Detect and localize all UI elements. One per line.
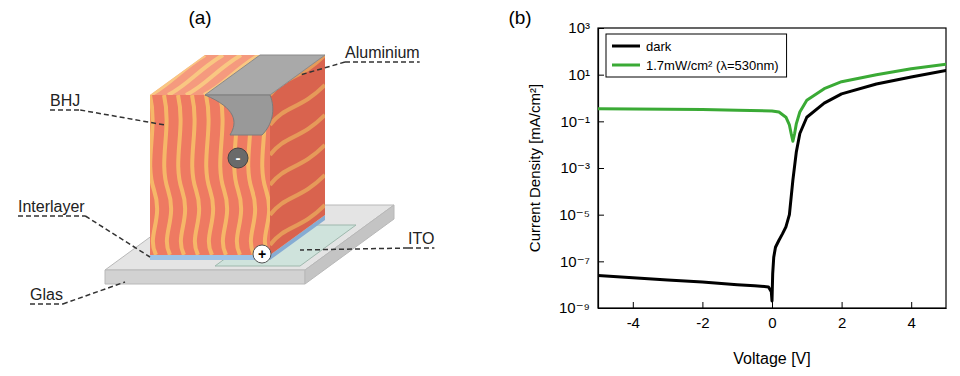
part-label: BHJ (50, 92, 80, 109)
part-label: ITO (408, 230, 434, 247)
charge-circle (228, 148, 248, 168)
x-axis-title: Voltage [V] (733, 350, 810, 367)
y-tick: 10³ (568, 19, 604, 36)
interlayer (150, 255, 270, 260)
x-tick-label: 4 (908, 314, 916, 331)
y-tick: 10⁻³ (560, 159, 604, 176)
y-tick: 10⁻⁵ (559, 206, 604, 223)
y-tick-mark (598, 308, 604, 309)
legend-swatch (612, 45, 640, 48)
bhj-domain (192, 95, 199, 255)
bhj-domain (270, 205, 325, 245)
glass-front (105, 270, 305, 284)
charge-symbol: + (258, 246, 266, 262)
x-tick-mark (842, 302, 843, 308)
x-tick-label: 0 (768, 314, 776, 331)
y-tick: 10⁻⁹ (559, 299, 604, 316)
legend: dark 1.7mW/cm² (λ=530nm) (606, 34, 787, 77)
leader-line (50, 110, 165, 125)
y-tick-label: 10⁻¹ (560, 113, 590, 130)
legend-box (606, 34, 787, 77)
x-tick-label: -4 (627, 314, 640, 331)
panel-label: (b) (508, 7, 531, 28)
part-label: Glas (30, 286, 63, 303)
y-tick-mark (598, 28, 604, 29)
y-tick-label: 10¹ (568, 66, 590, 83)
y-tick-label: 10⁻⁹ (559, 299, 590, 316)
bhj-domain (178, 95, 185, 255)
y-tick-label: 10³ (568, 19, 590, 36)
aluminium-flap (205, 95, 273, 135)
bhj-domain (206, 95, 213, 255)
x-tick: -2 (696, 302, 709, 331)
y-axis: 10⁻⁹ 10⁻⁷ 10⁻⁵ 10⁻³ 10⁻¹ 10¹ 10³ (559, 19, 604, 316)
x-axis-line (599, 308, 947, 309)
y-tick-label: 10⁻⁷ (560, 253, 590, 270)
legend-label: 1.7mW/cm² (λ=530nm) (646, 58, 779, 73)
part-label: Interlayer (18, 198, 85, 215)
bhj-domain (150, 95, 157, 255)
bhj-domain (270, 115, 325, 155)
charge-symbol: - (236, 149, 241, 166)
panel-b: (b) -4 -2 0 2 4 10⁻⁹ 10⁻⁷ 10⁻⁵ 10⁻³ 10⁻¹ 10¹ 10³ Volt… (508, 7, 946, 367)
x-tick: 0 (768, 302, 776, 331)
part-label: Aluminium (345, 44, 420, 61)
panel-label: (a) (188, 7, 211, 28)
x-tick: -4 (627, 302, 640, 331)
bhj-texture-top (150, 55, 331, 95)
y-tick: 10¹ (568, 66, 604, 83)
plot-area (598, 64, 946, 301)
charge-circle (253, 245, 271, 263)
y-tick-label: 10⁻³ (560, 159, 590, 176)
y-tick-mark (598, 75, 604, 76)
bhj-domain (270, 175, 325, 215)
y-tick-mark (598, 121, 604, 122)
bhj-domain (164, 95, 171, 255)
y-tick-label: 10⁻⁵ (559, 206, 590, 223)
plot-frame (598, 28, 946, 308)
y-axis-title: Current Density [mA/cm²] (526, 84, 543, 252)
y-tick-mark (598, 168, 604, 169)
x-tick: 4 (908, 302, 916, 331)
y-tick-mark (598, 215, 604, 216)
y-tick: 10⁻¹ (560, 113, 604, 130)
x-tick-mark (911, 302, 912, 308)
aluminium-top (205, 55, 325, 95)
x-axis: -4 -2 0 2 4 (599, 302, 947, 331)
series-line (598, 71, 946, 301)
figure: (a)-+AluminiumBHJInterlayerITOGlas(b)-4-… (0, 0, 960, 376)
x-tick-mark (702, 302, 703, 308)
legend-swatch (612, 64, 640, 67)
bhj-domain (270, 145, 325, 185)
x-tick-label: 2 (838, 314, 846, 331)
leader-line (300, 62, 420, 75)
legend-label: dark (646, 39, 672, 54)
bhj-domain (220, 95, 227, 255)
y-tick: 10⁻⁷ (560, 253, 604, 270)
x-tick-mark (772, 302, 773, 308)
leader-line (30, 282, 125, 304)
panel-a: (a) - + Aluminium BHJ Interlayer ITO Glas (18, 7, 434, 304)
leader-line (18, 216, 150, 257)
leader-line (300, 248, 434, 250)
bhj-domain (270, 85, 325, 125)
y-tick-mark (598, 261, 604, 262)
x-tick-mark (633, 302, 634, 308)
x-tick: 2 (838, 302, 846, 331)
x-tick-label: -2 (696, 314, 709, 331)
